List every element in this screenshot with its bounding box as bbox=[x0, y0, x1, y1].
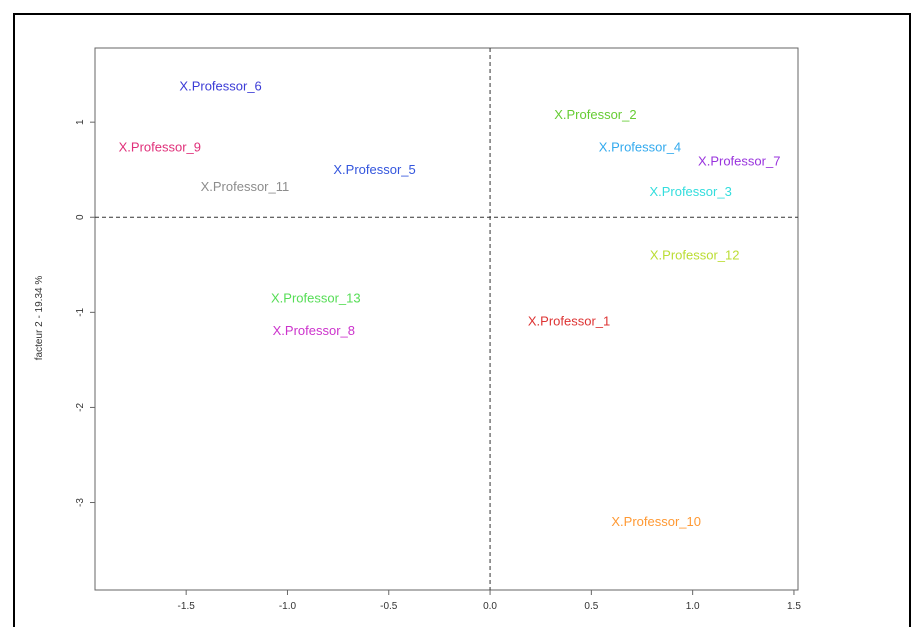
y-axis: -3 -2 -1 0 1 bbox=[75, 119, 95, 507]
x-tick-label: -0.5 bbox=[380, 601, 398, 612]
point-label: X.Professor_9 bbox=[119, 139, 201, 154]
point-label: X.Professor_8 bbox=[273, 323, 355, 338]
point-label: X.Professor_13 bbox=[271, 290, 361, 305]
x-axis: -1.5 -1.0 -0.5 0.0 0.5 1.0 1.5 bbox=[178, 590, 801, 612]
x-tick-label: 0.0 bbox=[483, 601, 497, 612]
x-tick-label: -1.5 bbox=[178, 601, 196, 612]
plot-area bbox=[94, 47, 799, 591]
point-label: X.Professor_6 bbox=[179, 78, 261, 93]
point-label: X.Professor_1 bbox=[528, 313, 610, 328]
x-tick-label: 1.5 bbox=[787, 601, 801, 612]
y-tick-label: -2 bbox=[75, 403, 86, 412]
point-label: X.Professor_3 bbox=[649, 184, 731, 199]
y-tick-label: 0 bbox=[75, 214, 86, 220]
y-tick-label: -1 bbox=[75, 307, 86, 316]
x-tick-label: -1.0 bbox=[279, 601, 297, 612]
point-label: X.Professor_4 bbox=[599, 139, 681, 154]
x-tick-label: 0.5 bbox=[584, 601, 598, 612]
y-tick-label: -3 bbox=[75, 498, 86, 507]
data-points: X.Professor_6 X.Professor_9 X.Professor_11… bbox=[119, 78, 781, 529]
point-label: X.Professor_10 bbox=[611, 514, 701, 529]
y-axis-title: facteur 2 - 19.34 % bbox=[34, 276, 45, 361]
point-label: X.Professor_5 bbox=[333, 162, 415, 177]
point-label: X.Professor_2 bbox=[554, 107, 636, 122]
point-label: X.Professor_11 bbox=[201, 179, 290, 194]
point-label: X.Professor_7 bbox=[698, 154, 780, 169]
x-tick-label: 1.0 bbox=[686, 601, 700, 612]
y-tick-label: 1 bbox=[75, 119, 86, 125]
point-label: X.Professor_12 bbox=[650, 248, 740, 263]
figure-border bbox=[13, 13, 911, 627]
